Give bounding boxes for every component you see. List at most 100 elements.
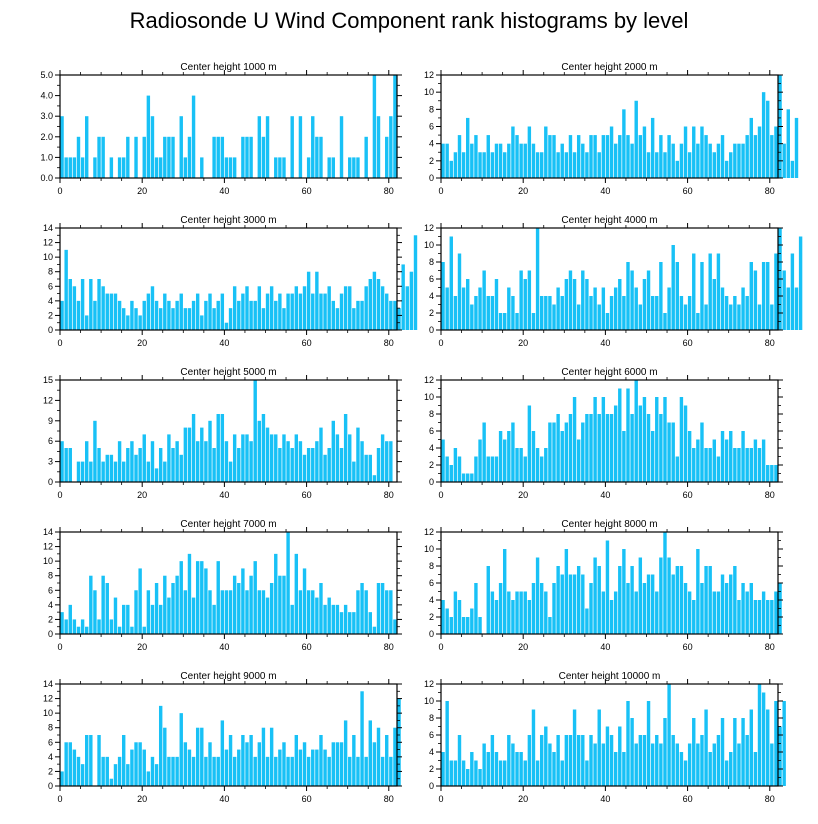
bar <box>757 304 762 330</box>
y-tick-label: 12 <box>43 395 53 405</box>
bar <box>413 235 418 330</box>
bar <box>356 427 360 482</box>
bar <box>470 304 474 330</box>
bar <box>667 135 671 178</box>
bar <box>741 583 745 634</box>
x-tick-label: 20 <box>518 490 528 500</box>
bar <box>667 557 671 634</box>
bar <box>80 157 85 178</box>
bar <box>158 448 163 482</box>
bar <box>368 454 372 482</box>
bar <box>708 253 712 330</box>
y-tick-label: 8 <box>429 104 434 114</box>
bar <box>679 296 684 330</box>
bar <box>704 304 708 330</box>
bar <box>478 617 482 634</box>
bar <box>245 136 249 178</box>
bar <box>60 771 64 786</box>
bar <box>228 590 233 634</box>
bar <box>175 756 179 786</box>
bar <box>494 279 499 330</box>
bar <box>461 617 466 634</box>
chart-panel: Center height 1000 m 0.0 1.0 2.0 3.0 4.0 5.0 0 2… <box>40 62 402 196</box>
bar <box>453 296 458 330</box>
bar <box>138 448 142 482</box>
bar <box>576 735 581 786</box>
bar <box>523 456 527 482</box>
bar <box>327 286 331 330</box>
bar <box>634 743 638 786</box>
bar <box>146 590 151 634</box>
bar <box>482 422 486 482</box>
bar <box>232 756 237 786</box>
bar <box>675 456 680 482</box>
bar <box>729 152 733 178</box>
bar <box>539 152 544 178</box>
bar <box>154 300 159 330</box>
bar <box>134 590 138 634</box>
bar <box>683 760 688 786</box>
bar <box>544 726 548 786</box>
bar <box>68 448 72 482</box>
bar <box>646 152 651 178</box>
bar <box>531 143 536 178</box>
bar <box>265 293 270 330</box>
bar <box>700 422 704 482</box>
bar <box>142 434 146 482</box>
bar <box>146 771 151 786</box>
bar <box>200 427 204 482</box>
bar <box>146 293 151 330</box>
bar <box>753 439 758 482</box>
x-tick-label: 0 <box>438 794 443 804</box>
bar <box>72 619 77 634</box>
x-tick-label: 80 <box>384 642 394 652</box>
bar <box>101 756 105 786</box>
bar <box>306 271 311 330</box>
bar <box>138 742 142 786</box>
bar <box>593 743 597 786</box>
bar <box>708 566 712 634</box>
y-tick-label: 2 <box>429 460 434 470</box>
bar <box>576 439 581 482</box>
bar <box>212 308 216 330</box>
bar <box>261 136 266 178</box>
bar <box>449 760 453 786</box>
x-tick-label: 20 <box>518 338 528 348</box>
bar <box>93 157 97 178</box>
bar <box>113 597 118 634</box>
bar <box>85 735 89 786</box>
bar <box>687 296 692 330</box>
y-tick-label: 8 <box>429 561 434 571</box>
x-tick-label: 60 <box>683 338 693 348</box>
bar <box>544 126 548 178</box>
bar <box>130 749 134 786</box>
bar <box>618 566 622 634</box>
bar <box>109 293 114 330</box>
bar <box>663 152 667 178</box>
bar <box>134 742 138 786</box>
bar <box>770 135 774 178</box>
bar <box>486 296 490 330</box>
bar <box>737 304 741 330</box>
bar <box>204 756 208 786</box>
bar <box>766 465 770 482</box>
bar <box>154 583 159 634</box>
y-tick-label: 4 <box>429 747 434 757</box>
panel-title: Center height 4000 m <box>561 215 657 226</box>
bar <box>121 308 126 330</box>
bar <box>453 760 458 786</box>
bar <box>368 279 372 330</box>
bar <box>200 727 204 786</box>
y-tick-label: 0 <box>48 781 53 791</box>
bar <box>733 143 737 178</box>
bar <box>85 626 89 634</box>
bar <box>163 727 167 786</box>
bar <box>786 287 790 330</box>
y-tick-label: 12 <box>424 70 434 80</box>
y-tick-label: 6 <box>429 122 434 132</box>
bar <box>753 135 758 178</box>
bar <box>597 414 601 482</box>
bar <box>581 735 585 786</box>
bar <box>716 253 721 330</box>
bar <box>539 456 544 482</box>
